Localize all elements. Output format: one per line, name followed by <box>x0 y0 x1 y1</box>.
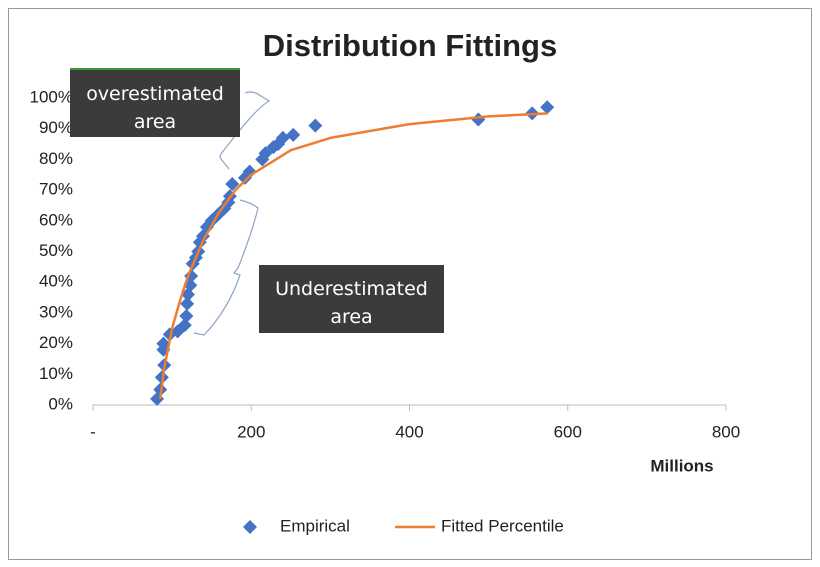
y-tick-label: 60% <box>39 210 73 229</box>
annotation-box: Underestimated area <box>259 265 444 333</box>
data-point <box>177 318 192 333</box>
data-point <box>225 176 240 191</box>
x-tick-label: 200 <box>237 422 265 441</box>
data-point <box>258 146 273 161</box>
chart-title: Distribution Fittings <box>263 28 557 63</box>
legend-label: Fitted Percentile <box>441 516 564 535</box>
fitted-line <box>159 112 549 400</box>
data-point <box>156 336 171 351</box>
x-tick-label: 600 <box>554 422 582 441</box>
y-tick-label: 80% <box>39 149 73 168</box>
data-point <box>180 296 195 311</box>
y-tick-label: 10% <box>39 364 73 383</box>
data-point <box>179 308 194 323</box>
x-tick-label: 800 <box>712 422 740 441</box>
y-tick-label: 70% <box>39 180 73 199</box>
y-tick-label: 20% <box>39 333 73 352</box>
y-tick-label: 30% <box>39 302 73 321</box>
x-tick-label: 400 <box>395 422 423 441</box>
data-point <box>275 130 290 145</box>
y-tick-label: 0% <box>48 394 73 413</box>
underestimate-brace <box>193 199 259 336</box>
y-tick-label: 90% <box>39 118 73 137</box>
data-point <box>286 127 301 142</box>
data-point <box>242 164 257 179</box>
x-tick-label: - <box>90 422 96 441</box>
legend-label: Empirical <box>280 516 350 535</box>
data-point <box>308 118 323 133</box>
overestimate-brace <box>219 91 271 170</box>
x-axis-title: Millions <box>650 456 713 475</box>
legend-marker <box>243 520 257 534</box>
y-tick-label: 40% <box>39 272 73 291</box>
y-tick-label: 100% <box>30 87 73 106</box>
data-point <box>540 100 555 115</box>
annotation-box: overestimated area <box>70 68 240 137</box>
y-tick-label: 50% <box>39 241 73 260</box>
